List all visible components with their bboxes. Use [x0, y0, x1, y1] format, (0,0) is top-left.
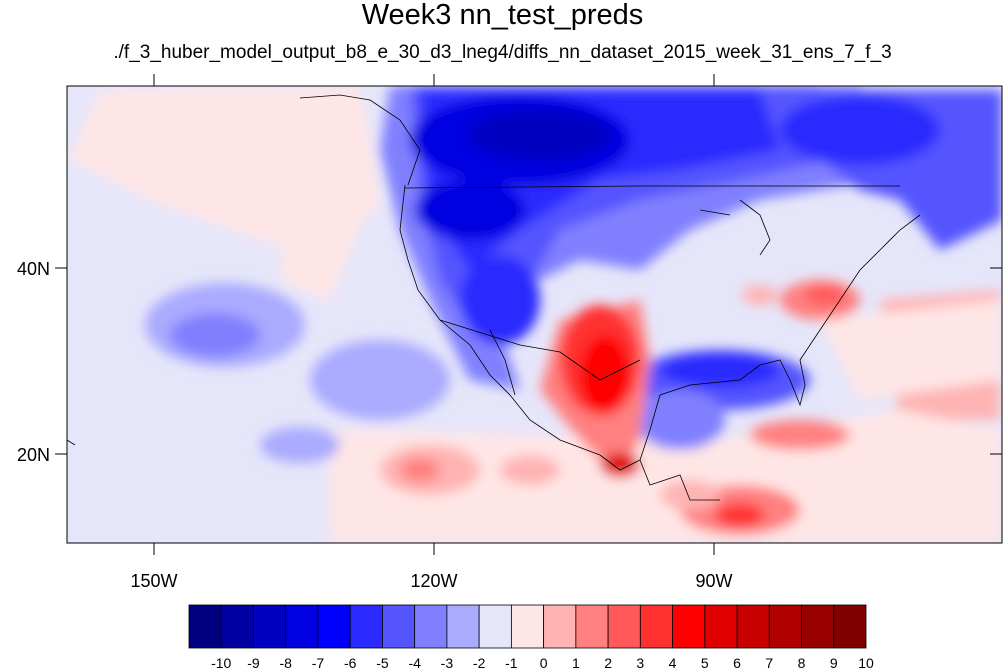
lat-label-40n: 40N	[17, 259, 50, 279]
colorbar-swatch	[639, 604, 673, 649]
colorbar-label: -10	[211, 655, 231, 671]
colorbar-swatch	[478, 604, 512, 649]
colorbar-label: 8	[798, 655, 806, 671]
colorbar-label: 9	[830, 655, 838, 671]
map-subtitle: ./f_3_huber_model_output_b8_e_30_d3_lneg…	[113, 42, 892, 63]
colorbar-label: 4	[669, 655, 677, 671]
colorbar-swatch	[414, 604, 448, 649]
colorbar-swatch	[575, 604, 609, 649]
colorbar-swatch	[768, 604, 802, 649]
colorbar-swatch	[220, 604, 254, 649]
colorbar-swatch	[382, 604, 416, 649]
colorbar-label: -1	[505, 655, 518, 671]
anomaly-blobs	[70, 86, 1002, 543]
colorbar-label: -8	[279, 655, 292, 671]
map-field	[67, 86, 1002, 543]
colorbar-swatch	[672, 604, 706, 649]
colorbar-swatch	[188, 604, 222, 649]
map-title: Week3 nn_test_preds	[361, 0, 644, 31]
lon-label-120w: 120W	[410, 571, 457, 591]
colorbar-label: -6	[344, 655, 357, 671]
colorbar-swatch	[510, 604, 545, 649]
colorbar-label: -2	[473, 655, 486, 671]
colorbar: -10 -9 -8 -7 -6 -5 -4 -3 -2 -1 0 1 2 3 4 5 6 7 8 9 10	[188, 604, 874, 671]
colorbar-swatch	[801, 604, 835, 649]
colorbar-label: 2	[604, 655, 612, 671]
lon-label-90w: 90W	[695, 571, 732, 591]
colorbar-label: -7	[312, 655, 325, 671]
colorbar-label: 1	[572, 655, 580, 671]
colorbar-swatch	[253, 604, 287, 649]
axis-labels: 150W 120W 90W 40N 20N	[17, 259, 733, 591]
colorbar-swatch	[607, 604, 641, 649]
colorbar-swatch	[349, 604, 383, 649]
colorbar-label: -4	[408, 655, 421, 671]
lon-label-150w: 150W	[130, 571, 177, 591]
colorbar-label: 3	[636, 655, 644, 671]
colorbar-label: -3	[441, 655, 454, 671]
colorbar-label: 10	[858, 655, 874, 671]
colorbar-swatch	[446, 604, 480, 649]
colorbar-label: -5	[376, 655, 389, 671]
colorbar-swatch	[704, 604, 738, 649]
colorbar-label: 0	[540, 655, 548, 671]
lat-label-20n: 20N	[17, 445, 50, 465]
coastlines	[67, 94, 921, 501]
colorbar-label: 6	[733, 655, 741, 671]
colorbar-swatch	[736, 604, 770, 649]
colorbar-swatch	[317, 604, 351, 649]
colorbar-label: 5	[701, 655, 709, 671]
colorbar-swatch	[543, 604, 577, 649]
map-frame	[66, 85, 1003, 544]
colorbar-label: -9	[247, 655, 260, 671]
axis-ticks	[55, 74, 1002, 555]
colorbar-label: 7	[765, 655, 773, 671]
colorbar-swatch	[285, 604, 319, 649]
colorbar-swatch	[833, 604, 867, 649]
